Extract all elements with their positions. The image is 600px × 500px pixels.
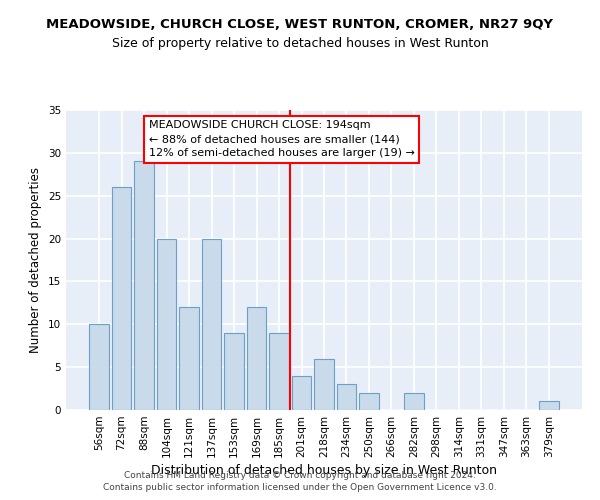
Y-axis label: Number of detached properties: Number of detached properties	[29, 167, 43, 353]
X-axis label: Distribution of detached houses by size in West Runton: Distribution of detached houses by size …	[151, 464, 497, 477]
Bar	[337, 384, 356, 410]
Text: Contains HM Land Registry data © Crown copyright and database right 2024.
Contai: Contains HM Land Registry data © Crown c…	[103, 471, 497, 492]
Text: Size of property relative to detached houses in West Runton: Size of property relative to detached ho…	[112, 38, 488, 51]
Bar	[179, 307, 199, 410]
Bar	[314, 358, 334, 410]
Bar	[404, 393, 424, 410]
Bar	[89, 324, 109, 410]
Text: MEADOWSIDE CHURCH CLOSE: 194sqm
← 88% of detached houses are smaller (144)
12% o: MEADOWSIDE CHURCH CLOSE: 194sqm ← 88% of…	[149, 120, 415, 158]
Bar	[224, 333, 244, 410]
Bar	[359, 393, 379, 410]
Bar	[134, 162, 154, 410]
Bar	[112, 187, 131, 410]
Bar	[269, 333, 289, 410]
Text: MEADOWSIDE, CHURCH CLOSE, WEST RUNTON, CROMER, NR27 9QY: MEADOWSIDE, CHURCH CLOSE, WEST RUNTON, C…	[47, 18, 554, 30]
Bar	[292, 376, 311, 410]
Bar	[157, 238, 176, 410]
Bar	[247, 307, 266, 410]
Bar	[539, 402, 559, 410]
Bar	[202, 238, 221, 410]
